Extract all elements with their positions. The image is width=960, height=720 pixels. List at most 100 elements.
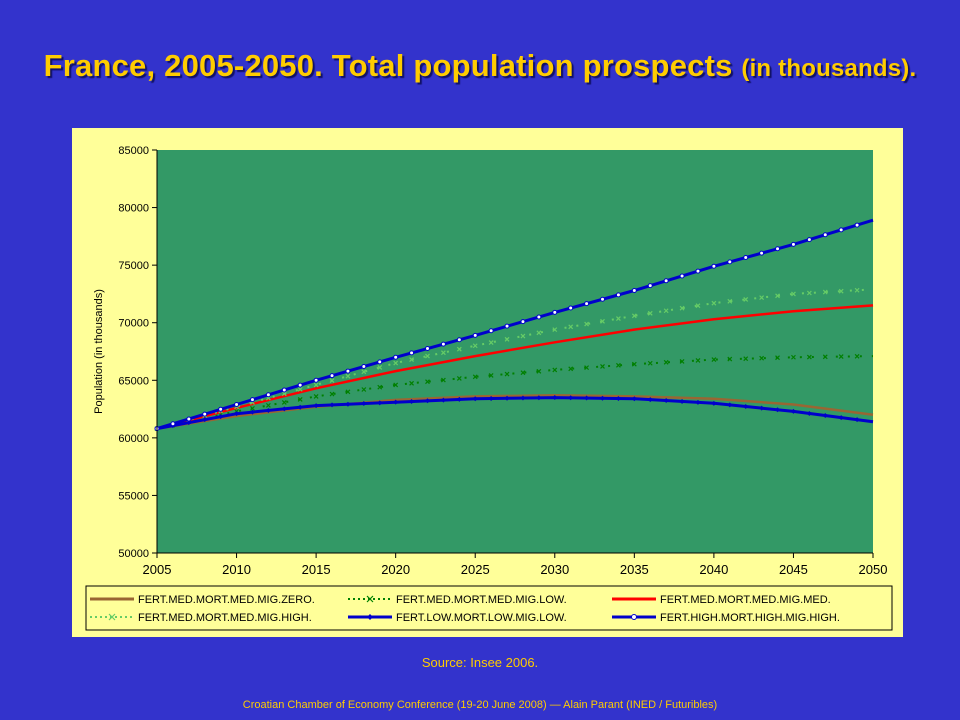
series-marker-1 [297,396,303,402]
series-marker-4 [647,397,653,403]
series-marker-5 [440,341,446,347]
y-tick-label: 85000 [118,145,149,157]
series-marker-3 [822,289,828,295]
series-marker-4 [695,399,701,405]
series-marker-3 [759,295,765,301]
series-marker-3 [536,330,542,336]
series-marker-4 [218,414,224,420]
series-marker-1 [568,366,574,372]
series-marker-5 [631,287,637,293]
slide-title: France, 2005-2050. Total population pros… [0,48,960,84]
series-marker-4 [679,398,685,404]
series-marker-4 [313,403,319,409]
series-marker-3 [297,386,303,392]
series-marker-1 [679,358,685,364]
series-marker-5 [297,382,303,388]
x-tick-label: 2050 [859,562,888,577]
y-tick-label: 60000 [118,433,149,445]
series-marker-1 [791,354,796,360]
series-marker-5 [806,237,812,243]
legend-marker-3 [108,613,116,621]
series-marker-5 [281,387,287,393]
series-marker-4 [488,395,494,401]
series-marker-5 [647,283,653,289]
series-marker-3 [345,373,351,379]
series-marker-1 [822,354,828,360]
series-marker-4 [377,400,383,406]
series-marker-4 [361,401,367,407]
x-tick-label: 2005 [143,562,172,577]
series-marker-5 [202,411,208,417]
series-marker-1 [456,376,462,381]
series-marker-5 [313,377,319,383]
series-line-2 [156,304,874,430]
series-marker-4 [584,395,590,401]
series-marker-5 [472,332,478,338]
series-marker-4 [838,415,844,421]
series-marker-4 [854,417,860,423]
x-tick-label: 2025 [461,562,490,577]
series-marker-3 [663,308,669,314]
footer-credit: Croatian Chamber of Economy Conference (… [242,699,718,711]
series-marker-4 [234,411,240,417]
series-marker-3 [647,310,653,316]
series-marker-5 [615,292,621,298]
series-marker-1 [281,399,287,405]
series-marker-4 [504,395,510,401]
population-line-chart: 50000 55000 60000 65000 70000 75000 80000 85000… [85,145,893,631]
series-marker-5 [504,323,510,329]
series-marker-3 [695,303,701,309]
series-marker-1 [647,360,653,366]
series-marker-4 [281,406,287,412]
series-marker-3 [472,343,478,349]
series-marker-4 [424,398,430,404]
chart-panel: 50000 55000 60000 65000 70000 75000 80000 85000… [72,128,903,637]
slide-title-main: France, 2005-2050. Total population pros… [43,48,733,83]
series-marker-1 [584,365,590,371]
x-tick-label: 2015 [302,562,331,577]
series-marker-4 [409,398,415,404]
series-marker-5 [838,227,844,233]
series-marker-1 [250,405,255,411]
y-tick-label: 55000 [118,490,149,502]
series-marker-4 [743,404,749,410]
series-marker-3 [854,287,860,293]
series-marker-1 [409,380,415,386]
series-marker-4 [345,401,351,407]
series-marker-1 [663,359,669,365]
series-marker-1 [488,373,494,378]
series-marker-4 [663,398,669,404]
series-marker-5 [393,354,399,360]
series-marker-4 [202,417,208,423]
series-marker-3 [504,336,510,342]
series-marker-4 [472,396,478,402]
x-tick-label: 2045 [779,562,808,577]
x-tick-label: 2020 [381,562,410,577]
series-marker-5 [249,397,255,403]
series-marker-4 [822,413,828,419]
legend-marker-1 [366,595,374,603]
series-marker-4 [568,395,574,401]
series-marker-5 [854,222,860,228]
x-tick-label: 2040 [699,562,728,577]
series-marker-5 [711,263,717,269]
series-marker-3 [377,364,383,370]
series-marker-1 [631,361,637,367]
legend-label-5: FERT.HIGH.MORT.HIGH.MIG.HIGH. [660,612,840,624]
legend-label-4: FERT.LOW.MORT.LOW.MIG.LOW. [396,612,567,624]
series-marker-5 [536,314,542,320]
series-marker-1 [743,356,749,362]
series-marker-1 [393,382,399,388]
series-marker-3 [361,369,367,375]
series-marker-4 [536,395,542,401]
series-marker-5 [345,368,351,374]
series-marker-5 [329,373,335,379]
series-marker-5 [361,363,367,369]
series-marker-4 [631,396,637,402]
series-line-4 [156,396,874,431]
series-marker-4 [186,420,192,426]
series-marker-5 [727,259,733,265]
series-marker-4 [456,396,462,402]
series-marker-5 [456,337,462,343]
series-marker-3 [393,360,399,366]
